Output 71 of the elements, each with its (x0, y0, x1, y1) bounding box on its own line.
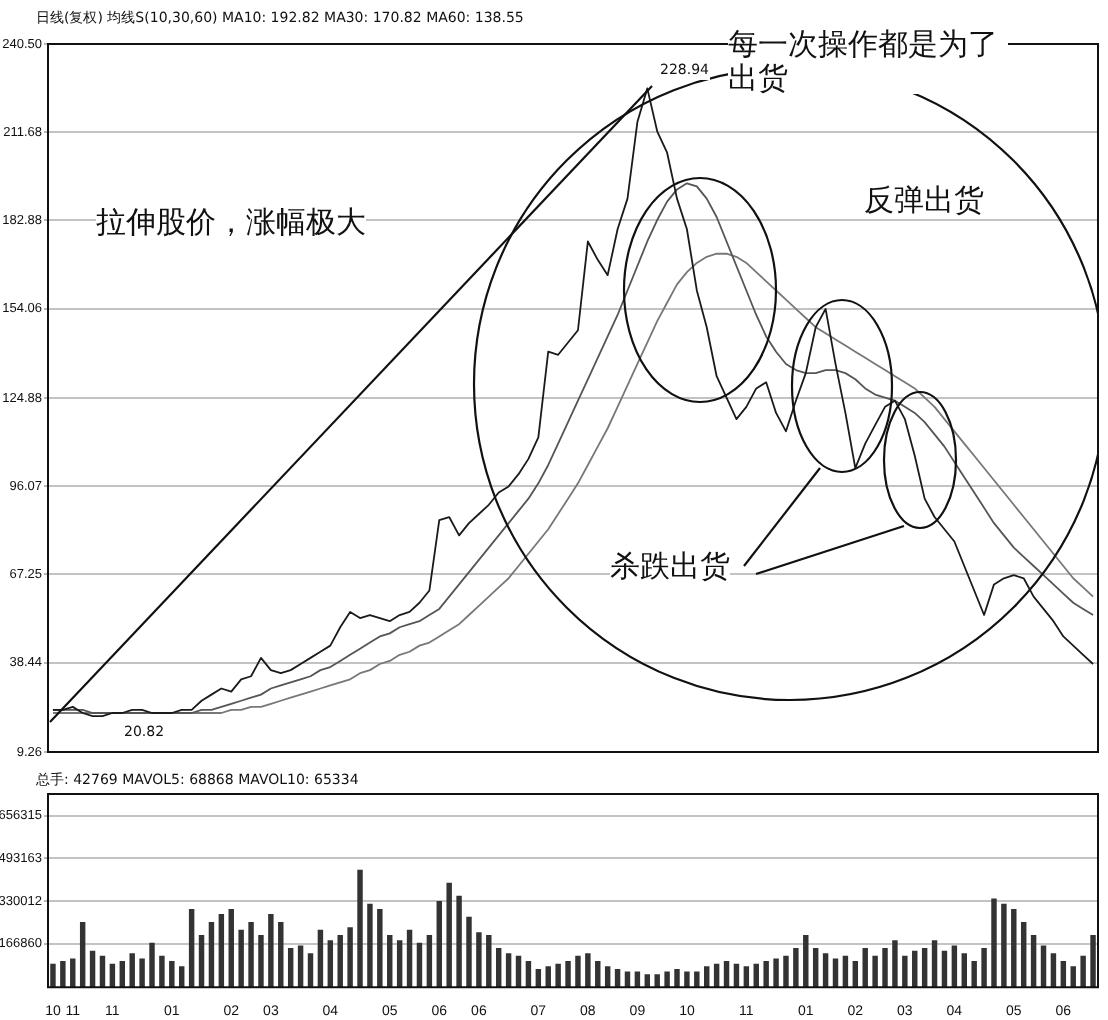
bar (981, 948, 987, 988)
bar (50, 963, 56, 988)
bar (327, 940, 334, 988)
bar (387, 934, 393, 988)
bar (198, 934, 205, 988)
bar (228, 908, 234, 988)
bar (664, 971, 670, 988)
bar (159, 955, 165, 988)
annotation: 每一次操作都是为了出货 (728, 26, 1008, 95)
bar (396, 940, 403, 988)
bar (456, 895, 462, 988)
bar (991, 898, 997, 988)
bar (476, 932, 482, 988)
bar (892, 940, 898, 988)
bar (1040, 945, 1047, 988)
bar (278, 921, 284, 988)
bar (169, 961, 175, 988)
bar (436, 901, 442, 988)
bar (763, 961, 769, 988)
bar (1090, 934, 1096, 988)
bar (139, 958, 145, 988)
bar (971, 961, 977, 988)
bar (902, 955, 908, 988)
bar (466, 916, 472, 988)
bar (832, 958, 839, 988)
bar (872, 955, 878, 988)
bar (862, 948, 868, 988)
bar (297, 945, 304, 988)
bar (347, 927, 353, 988)
bar (1001, 903, 1007, 988)
bar (654, 974, 660, 988)
bar (1080, 955, 1086, 988)
bar (426, 934, 433, 988)
bar (208, 921, 215, 988)
bar (188, 908, 195, 988)
annotation: 杀跌出货 (610, 548, 730, 584)
bar (446, 882, 452, 988)
bar (60, 961, 66, 988)
bar (1011, 908, 1017, 988)
bar (1030, 934, 1037, 988)
bar (585, 953, 591, 988)
annotation: 拉伸股价，涨幅极大 (96, 204, 366, 240)
bar (377, 908, 383, 988)
bar (129, 953, 135, 988)
bar (238, 929, 244, 988)
bar (486, 934, 492, 988)
bar (149, 942, 155, 988)
bar (218, 914, 225, 988)
bar (803, 934, 809, 988)
bar (951, 945, 958, 988)
bar (684, 971, 690, 988)
bar (367, 903, 373, 988)
bar (773, 958, 779, 988)
bar (357, 869, 363, 988)
bar (258, 934, 264, 988)
bar (248, 921, 254, 988)
bar (783, 955, 789, 988)
bar (337, 934, 343, 988)
bar (793, 948, 799, 988)
bar (575, 955, 581, 988)
bar (79, 921, 86, 988)
bar (674, 968, 680, 988)
bar (694, 971, 700, 988)
bar (565, 961, 571, 988)
bar (882, 948, 888, 988)
annotation: 反弹出货 (864, 182, 984, 218)
bar (1020, 921, 1027, 988)
bar (70, 958, 76, 988)
bar (931, 940, 938, 988)
bar (555, 963, 561, 988)
bar (268, 914, 274, 988)
